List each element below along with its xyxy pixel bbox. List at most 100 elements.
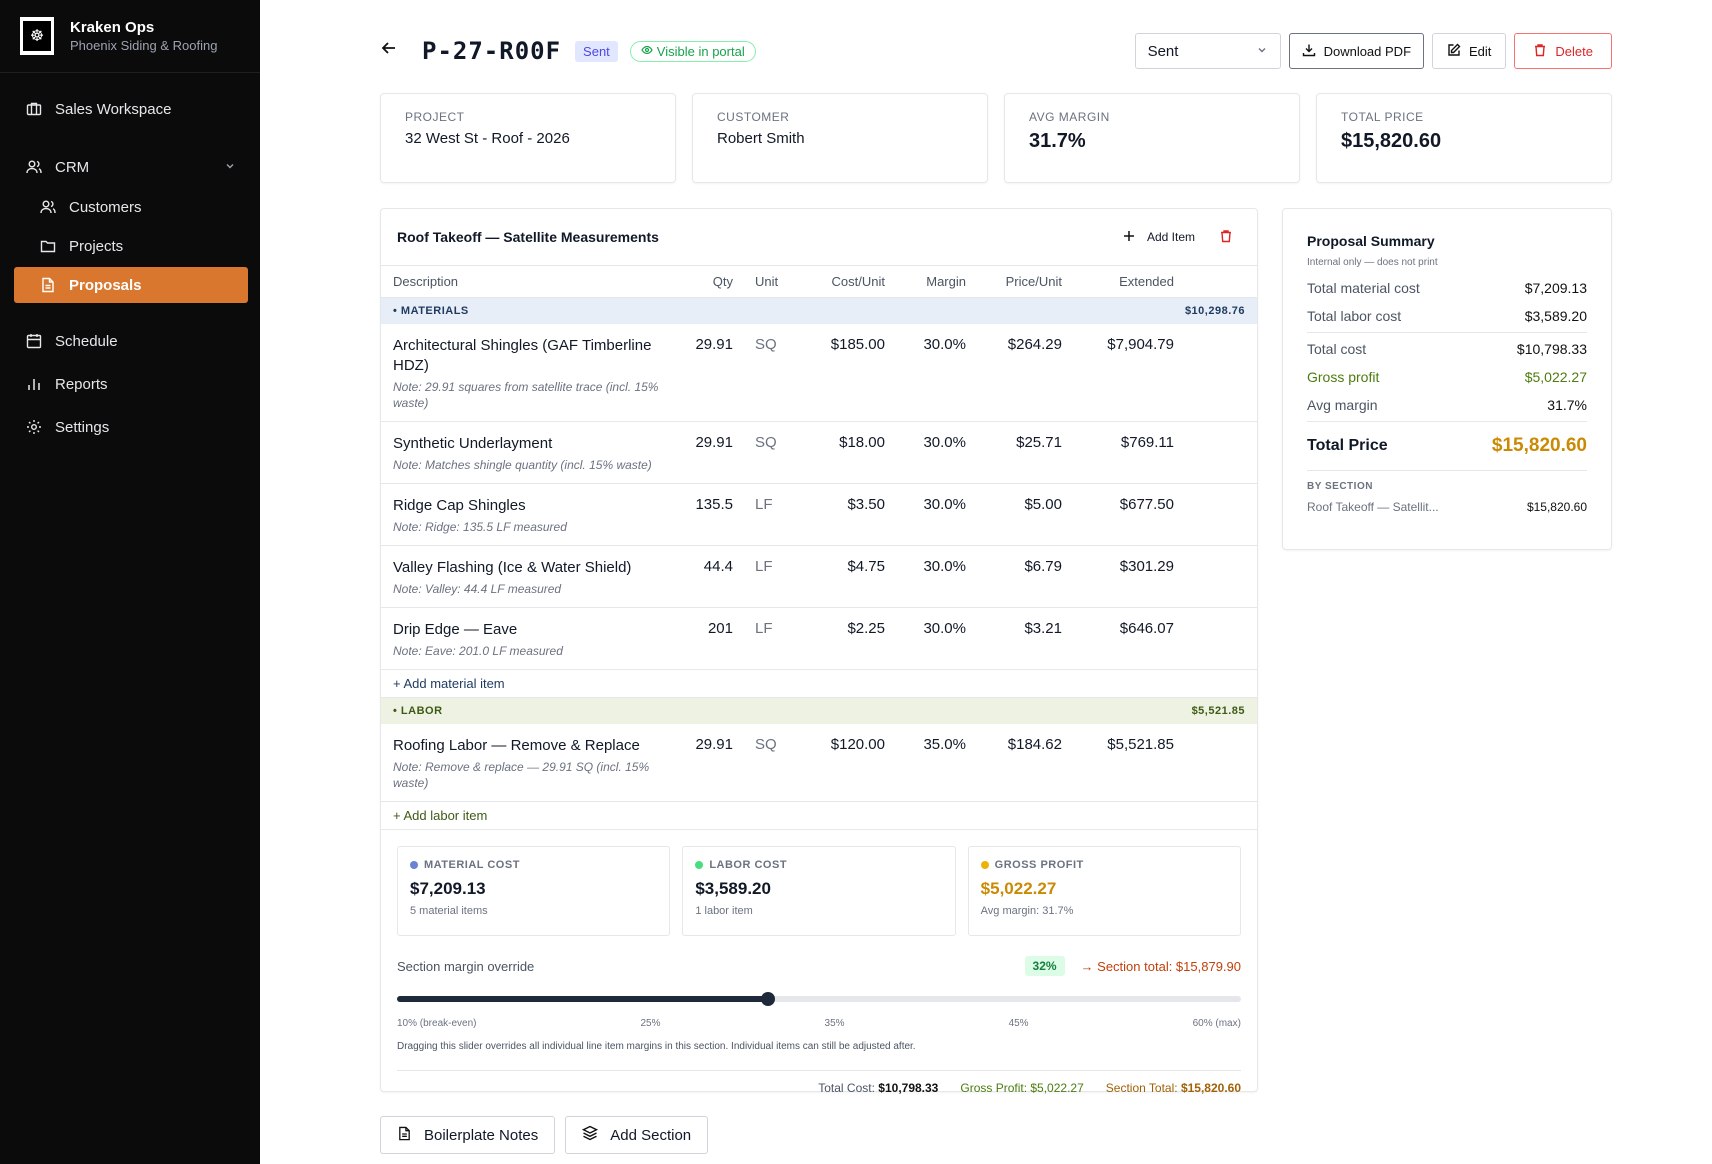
group-total: $10,298.76 xyxy=(1184,305,1245,317)
status-select[interactable]: Sent xyxy=(1134,33,1281,69)
sidebar-item-reports[interactable]: Reports xyxy=(12,366,248,402)
kpi-label: Avg Margin xyxy=(1029,110,1110,124)
margin-slider[interactable] xyxy=(397,992,1241,1006)
proposal-section: Roof Takeoff — Satellite Measurements Ad… xyxy=(380,208,1258,1095)
brand-subtitle: Phoenix Siding & Roofing xyxy=(70,38,218,53)
sidebar-item-label: Reports xyxy=(55,375,108,393)
summary-title: Proposal Summary xyxy=(1307,233,1435,249)
chevron-down-icon xyxy=(224,159,236,176)
page-title: P-27-R00F xyxy=(422,37,562,65)
proposal-summary: Proposal Summary Internal only — does no… xyxy=(1282,208,1612,550)
item-price: $5.00 xyxy=(1024,496,1062,513)
card-value: $5,022.27 xyxy=(980,879,1057,898)
group-label: • LABOR xyxy=(393,705,443,717)
kpi-avg-margin: Avg Margin 31.7% xyxy=(1004,93,1300,183)
add-section-button[interactable]: Add Section xyxy=(565,1116,709,1154)
add-labor-item-link[interactable]: + Add labor item xyxy=(381,802,1257,830)
item-margin: 30.0% xyxy=(923,620,966,637)
edit-icon xyxy=(1447,43,1461,60)
sidebar-item-label: Schedule xyxy=(55,332,118,350)
item-cost: $18.00 xyxy=(839,434,885,451)
item-qty: 44.4 xyxy=(703,558,733,575)
layers-icon xyxy=(582,1125,599,1145)
col-price-unit: Price/Unit xyxy=(1005,274,1062,289)
section-total-label: Section Total: xyxy=(1105,1081,1178,1095)
tick-label: 45% xyxy=(1008,1018,1029,1029)
users-icon xyxy=(26,159,42,175)
total-price-value: $15,820.60 xyxy=(1491,435,1587,456)
slider-track[interactable] xyxy=(397,996,1241,1002)
add-item-label: Add Item xyxy=(1146,230,1195,244)
add-item-button[interactable]: Add Item xyxy=(1123,230,1195,245)
item-unit: LF xyxy=(755,558,773,575)
summary-value: $7,209.13 xyxy=(1524,280,1587,296)
sidebar-item-proposals[interactable]: Proposals xyxy=(14,267,248,303)
item-qty: 29.91 xyxy=(695,434,733,451)
download-pdf-button[interactable]: Download PDF xyxy=(1288,33,1425,69)
tick-label: 25% xyxy=(640,1018,661,1029)
table-row[interactable]: Drip Edge — Eave Note: Eave: 201.0 LF mea… xyxy=(381,608,1257,670)
portal-badge: Visible in portal xyxy=(629,40,756,62)
edit-label: Edit xyxy=(1469,43,1492,59)
user-group-icon xyxy=(40,199,56,215)
item-cost: $185.00 xyxy=(830,336,885,353)
section-header: Roof Takeoff — Satellite Measurements Ad… xyxy=(381,209,1257,266)
cost-cards: MATERIAL COST $7,209.13 5 material items… xyxy=(397,846,1241,936)
sidebar-item-sales-workspace[interactable]: Sales Workspace xyxy=(12,91,248,127)
edit-button[interactable]: Edit xyxy=(1432,33,1507,69)
slider-thumb[interactable] xyxy=(761,992,776,1006)
item-price: $184.62 xyxy=(1007,736,1062,753)
kpi-project: Project 32 West St - Roof - 2026 xyxy=(380,93,676,183)
summary-value: 31.7% xyxy=(1547,397,1587,413)
table-row[interactable]: Roofing Labor — Remove & Replace Note: Re… xyxy=(381,724,1257,802)
sidebar-item-label: Proposals xyxy=(69,276,142,294)
back-arrow-icon[interactable] xyxy=(380,39,398,63)
kpi-label: Total Price xyxy=(1341,110,1424,124)
sidebar-item-projects[interactable]: Projects xyxy=(14,228,248,264)
item-extended: $677.50 xyxy=(1119,496,1174,513)
item-name: Ridge Cap Shingles xyxy=(393,497,526,514)
table-row[interactable]: Synthetic Underlayment Note: Matches shin… xyxy=(381,422,1257,484)
add-material-item-link[interactable]: + Add material item xyxy=(381,670,1257,698)
kpi-value: 31.7% xyxy=(1029,130,1086,152)
table-row[interactable]: Architectural Shingles (GAF Timberline H… xyxy=(381,324,1257,422)
sidebar-item-schedule[interactable]: Schedule xyxy=(12,323,248,359)
summary-total: Total Price $15,820.60 xyxy=(1307,424,1587,468)
item-unit: LF xyxy=(755,496,773,513)
sidebar-item-settings[interactable]: Settings xyxy=(12,409,248,445)
sidebar-nav: Sales Workspace CRM Customers Projects P… xyxy=(0,73,260,459)
green-dot-icon xyxy=(695,861,704,869)
table-row[interactable]: Ridge Cap Shingles Note: Ridge: 135.5 LF … xyxy=(381,484,1257,546)
status-select-value: Sent xyxy=(1147,42,1179,60)
bar-chart-icon xyxy=(26,376,42,392)
card-sub: 5 material items xyxy=(410,905,488,917)
item-extended: $7,904.79 xyxy=(1107,336,1174,353)
trash-icon[interactable] xyxy=(1219,229,1233,246)
table-row[interactable]: Valley Flashing (Ice & Water Shield) Note… xyxy=(381,546,1257,608)
override-percent-badge: 32% xyxy=(1024,956,1065,976)
delete-button[interactable]: Delete xyxy=(1514,33,1612,69)
boilerplate-notes-button[interactable]: Boilerplate Notes xyxy=(380,1116,556,1154)
sidebar-item-crm[interactable]: CRM xyxy=(12,149,248,185)
kpi-label: Project xyxy=(405,110,465,124)
labor-cost-card: LABOR COST $3,589.20 1 labor item xyxy=(682,846,956,936)
sidebar-item-label: Customers xyxy=(69,198,142,216)
summary-row: Total labor cost $3,589.20 xyxy=(1307,302,1587,330)
item-extended: $769.11 xyxy=(1120,434,1174,451)
kpi-customer: Customer Robert Smith xyxy=(692,93,988,183)
eye-icon xyxy=(641,44,653,59)
boilerplate-notes-label: Boilerplate Notes xyxy=(424,1126,539,1144)
item-margin: 30.0% xyxy=(923,496,966,513)
summary-subtitle: Internal only — does not print xyxy=(1307,257,1438,268)
card-label: LABOR COST xyxy=(709,859,788,871)
sidebar-item-customers[interactable]: Customers xyxy=(14,189,248,225)
document-icon xyxy=(40,277,56,293)
delete-label: Delete xyxy=(1555,43,1593,59)
col-qty: Qty xyxy=(712,274,733,289)
calendar-icon xyxy=(26,333,42,349)
slider-fill xyxy=(397,996,769,1002)
item-price: $25.71 xyxy=(1016,434,1062,451)
sidebar-item-label: CRM xyxy=(55,158,90,176)
gross-profit-text: Gross Profit: $5,022.27 xyxy=(960,1081,1084,1095)
plus-icon xyxy=(1123,230,1135,245)
